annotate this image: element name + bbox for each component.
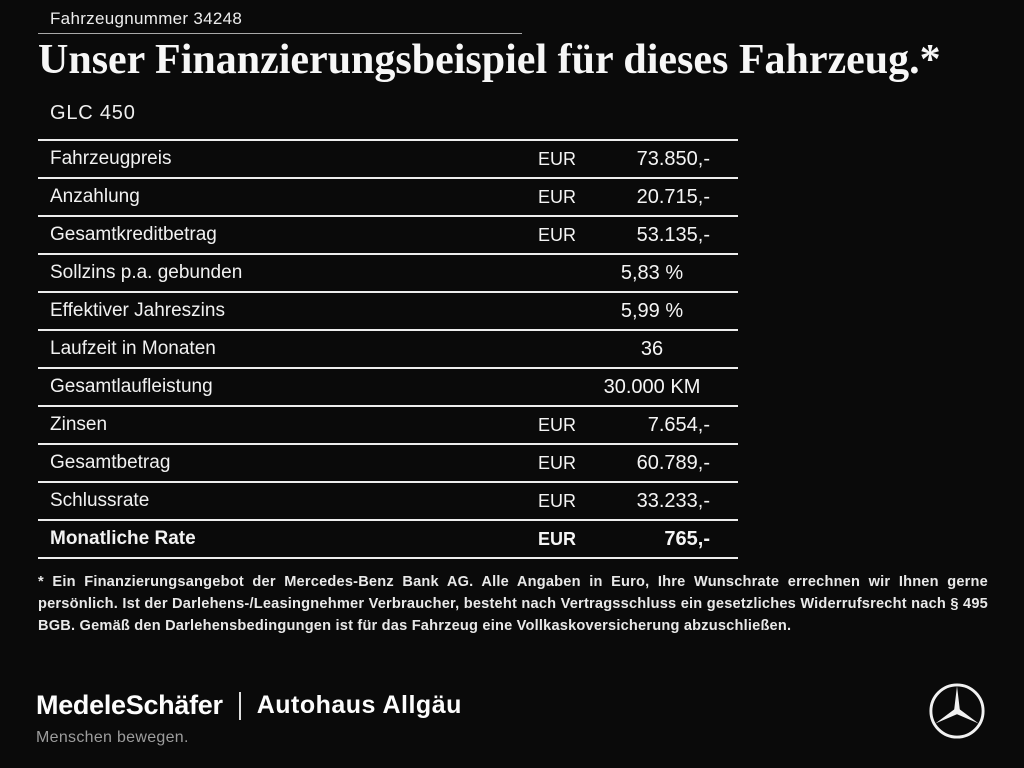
row-currency: EUR bbox=[538, 224, 577, 245]
row-value: 53.135,- bbox=[636, 223, 710, 246]
dealer-logo-row: MedeleSchäfer Autohaus Allgäu bbox=[36, 690, 986, 721]
row-currency: EUR bbox=[538, 148, 577, 169]
row-label: Monatliche Rate bbox=[50, 528, 196, 549]
row-label: Gesamtbetrag bbox=[50, 452, 171, 473]
row-value: 73.850,- bbox=[636, 147, 710, 170]
row-value: 30.000 KM bbox=[603, 375, 701, 398]
row-label: Sollzins p.a. gebunden bbox=[50, 262, 243, 283]
finance-row: Anzahlung EUR 20.715,- bbox=[38, 177, 738, 215]
row-value: 765,- bbox=[664, 527, 710, 550]
finance-row: Monatliche Rate EUR 765,- bbox=[38, 519, 738, 557]
footnote: * Ein Finanzierungsangebot der Mercedes-… bbox=[38, 574, 988, 635]
finance-row: Gesamtbetrag EUR 60.789,- bbox=[38, 443, 738, 481]
row-label: Laufzeit in Monaten bbox=[50, 338, 216, 359]
finance-row: Schlussrate EUR 33.233,- bbox=[38, 481, 738, 519]
finance-row: Effektiver Jahreszins 5,99 % bbox=[38, 291, 738, 329]
finance-row: Sollzins p.a. gebunden 5,83 % bbox=[38, 253, 738, 291]
finance-row: Laufzeit in Monaten 36 bbox=[38, 329, 738, 367]
row-value: 5,99 % bbox=[620, 299, 684, 322]
finance-row: Zinsen EUR 7.654,- bbox=[38, 405, 738, 443]
vehicle-number-underline bbox=[38, 33, 522, 34]
row-currency: EUR bbox=[538, 490, 577, 511]
finance-row: Gesamtlaufleistung 30.000 KM bbox=[38, 367, 738, 405]
row-currency: EUR bbox=[538, 414, 577, 435]
row-label: Anzahlung bbox=[50, 186, 140, 207]
finance-row: Fahrzeugpreis EUR 73.850,- bbox=[38, 139, 738, 177]
row-value: 36 bbox=[640, 337, 664, 360]
row-label: Fahrzeugpreis bbox=[50, 148, 172, 169]
row-label: Gesamtkreditbetrag bbox=[50, 224, 217, 245]
vehicle-number: Fahrzeugnummer 34248 bbox=[50, 9, 243, 28]
row-label: Effektiver Jahreszins bbox=[50, 300, 225, 321]
finance-row: Gesamtkreditbetrag EUR 53.135,- bbox=[38, 215, 738, 253]
logo-divider bbox=[238, 691, 241, 720]
dealer-logo-medele-schaefer: MedeleSchäfer bbox=[36, 690, 223, 720]
dealer-logo-autohaus-allgaeu: Autohaus Allgäu bbox=[256, 691, 462, 719]
vehicle-model: GLC 450 bbox=[50, 102, 136, 124]
row-value: 60.789,- bbox=[636, 451, 710, 474]
row-currency: EUR bbox=[538, 452, 577, 473]
dealer-tagline: Menschen bewegen. bbox=[36, 729, 189, 746]
row-label: Schlussrate bbox=[50, 490, 150, 511]
finance-table: Fahrzeugpreis EUR 73.850,- Anzahlung EUR 20.7… bbox=[38, 139, 738, 559]
dealer-block: MedeleSchäfer Autohaus Allgäu Menschen b… bbox=[36, 690, 986, 747]
row-label: Zinsen bbox=[50, 414, 108, 435]
row-currency: EUR bbox=[538, 528, 577, 549]
mercedes-star-icon bbox=[929, 683, 985, 739]
row-currency: EUR bbox=[538, 186, 577, 207]
row-value: 20.715,- bbox=[636, 185, 710, 208]
row-value: 7.654,- bbox=[647, 413, 710, 436]
footer: MedeleSchäfer Autohaus Allgäu Menschen b… bbox=[36, 683, 986, 747]
row-label: Gesamtlaufleistung bbox=[50, 376, 213, 397]
row-value: 33.233,- bbox=[636, 489, 710, 512]
page-title: Unser Finanzierungsbeispiel für dieses F… bbox=[38, 37, 941, 83]
row-value: 5,83 % bbox=[620, 261, 684, 284]
